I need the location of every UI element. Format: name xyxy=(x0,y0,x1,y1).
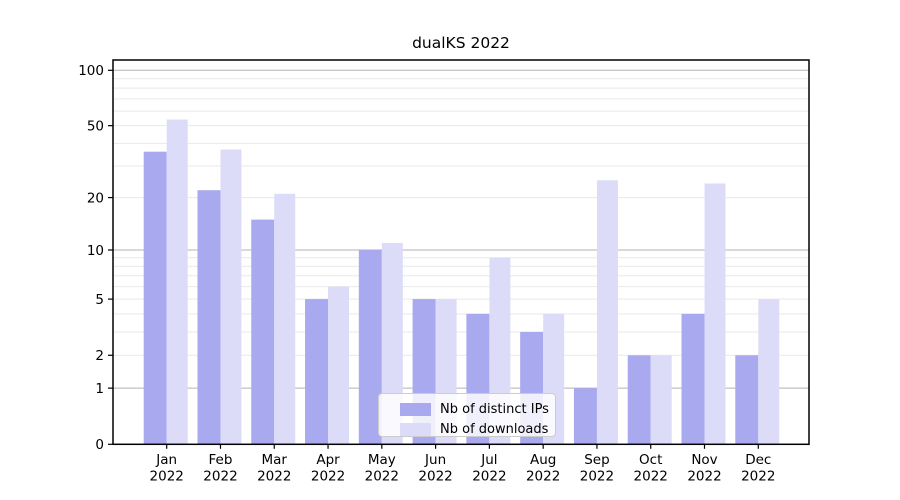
x-tick-label-year-dec: 2022 xyxy=(741,469,775,485)
x-tick-label-year-jun: 2022 xyxy=(418,469,452,485)
y-tick-label-2: 2 xyxy=(95,348,104,364)
x-tick-label-year-nov: 2022 xyxy=(687,469,721,485)
x-tick-label-month-mar: Mar xyxy=(262,452,288,468)
x-tick-label-month-nov: Nov xyxy=(691,452,717,468)
y-tick-label-5: 5 xyxy=(95,292,104,308)
bar-downloads-oct xyxy=(650,355,672,445)
bar-downloads-apr xyxy=(328,286,350,445)
legend-item-downloads: Nb of downloads xyxy=(379,419,555,439)
bar-distinct-ips-mar xyxy=(251,219,275,445)
bar-downloads-feb xyxy=(220,149,242,445)
x-tick-label-month-apr: Apr xyxy=(316,452,340,468)
y-tick-label-10: 10 xyxy=(87,243,104,259)
x-tick-label-year-aug: 2022 xyxy=(526,469,560,485)
chart-title: dualKS 2022 xyxy=(412,34,510,52)
bar-distinct-ips-may xyxy=(358,249,382,445)
x-tick-label-month-jul: Jul xyxy=(480,452,497,468)
bar-distinct-ips-nov xyxy=(681,313,705,445)
x-tick-label-month-feb: Feb xyxy=(209,452,233,468)
bar-downloads-nov xyxy=(704,183,726,445)
x-tick-label-month-jan: Jan xyxy=(155,452,177,468)
x-tick-label-year-oct: 2022 xyxy=(634,469,668,485)
bar-downloads-dec xyxy=(758,299,780,445)
bar-distinct-ips-feb xyxy=(197,190,221,445)
y-tick-label-0: 0 xyxy=(95,437,104,453)
plot-border xyxy=(112,59,810,446)
y-tick-label-20: 20 xyxy=(87,190,104,206)
legend: Nb of distinct IPs Nb of downloads xyxy=(378,393,556,437)
x-tick-label-month-dec: Dec xyxy=(745,452,771,468)
bar-downloads-jan xyxy=(166,119,188,445)
legend-swatch-distinct-ips xyxy=(400,402,431,416)
x-tick-label-month-aug: Aug xyxy=(530,452,556,468)
x-tick-label-year-feb: 2022 xyxy=(203,469,237,485)
x-tick-label-month-oct: Oct xyxy=(639,452,662,468)
bar-distinct-ips-apr xyxy=(305,299,329,445)
bar-downloads-mar xyxy=(274,193,296,445)
legend-label-distinct-ips: Nb of distinct IPs xyxy=(440,401,549,417)
legend-swatch-downloads xyxy=(400,422,431,436)
x-tick-label-month-may: May xyxy=(368,452,396,468)
y-tick-label-50: 50 xyxy=(87,118,104,134)
x-tick-label-year-apr: 2022 xyxy=(311,469,345,485)
bar-distinct-ips-jan xyxy=(143,151,167,445)
legend-item-distinct-ips: Nb of distinct IPs xyxy=(379,399,555,419)
x-tick-label-year-jul: 2022 xyxy=(472,469,506,485)
x-tick-label-year-sep: 2022 xyxy=(580,469,614,485)
x-tick-label-year-may: 2022 xyxy=(365,469,399,485)
legend-label-downloads: Nb of downloads xyxy=(440,421,549,437)
x-tick-label-month-jun: Jun xyxy=(424,452,446,468)
bar-distinct-ips-oct xyxy=(627,355,651,445)
bar-distinct-ips-dec xyxy=(735,355,759,445)
bar-downloads-sep xyxy=(596,180,618,445)
y-tick-label-100: 100 xyxy=(78,63,104,79)
x-tick-label-year-mar: 2022 xyxy=(257,469,291,485)
x-tick-label-year-jan: 2022 xyxy=(150,469,184,485)
y-tick-label-1: 1 xyxy=(95,381,104,397)
bar-distinct-ips-sep xyxy=(573,388,597,445)
x-tick-label-month-sep: Sep xyxy=(584,452,609,468)
